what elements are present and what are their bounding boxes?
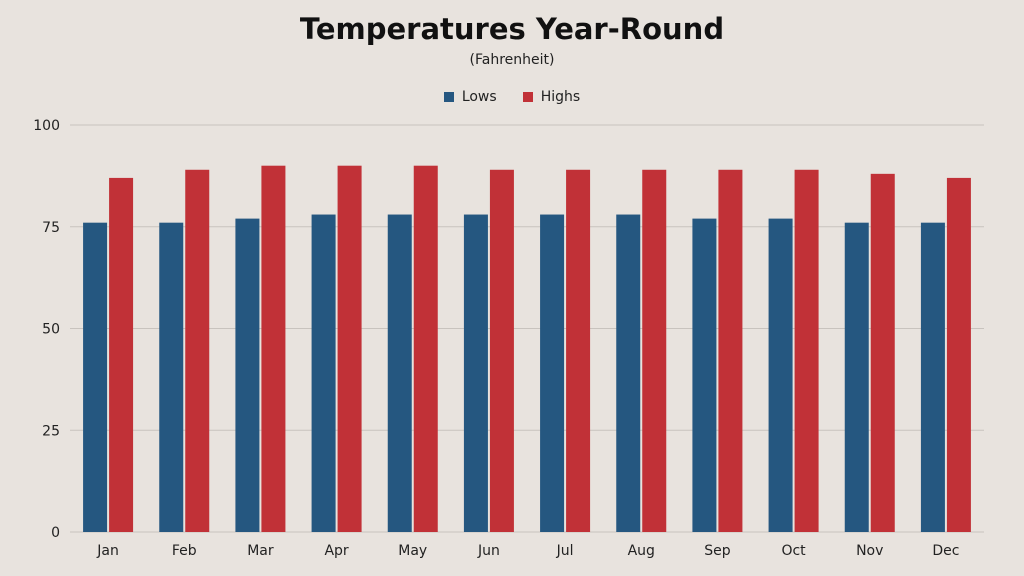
bar-highs-oct bbox=[794, 169, 819, 532]
bar-highs-may bbox=[413, 165, 438, 532]
chart-subtitle: (Fahrenheit) bbox=[469, 52, 555, 68]
x-tick-label-jun: Jun bbox=[477, 543, 500, 559]
x-tick-label-nov: Nov bbox=[856, 543, 883, 559]
bar-highs-jul bbox=[566, 169, 591, 532]
bar-lows-feb bbox=[159, 222, 184, 532]
bar-highs-sep bbox=[718, 169, 743, 532]
bar-highs-mar bbox=[261, 165, 286, 532]
bar-lows-mar bbox=[235, 218, 260, 533]
bar-lows-jul bbox=[540, 214, 565, 533]
x-tick-label-sep: Sep bbox=[704, 543, 731, 559]
y-tick-label-50: 50 bbox=[42, 322, 60, 338]
bar-highs-feb bbox=[185, 169, 210, 532]
bar-lows-aug bbox=[616, 214, 641, 533]
legend-item-highs: Highs bbox=[522, 89, 581, 105]
legend-item-lows: Lows bbox=[443, 89, 497, 105]
bar-lows-sep bbox=[692, 218, 717, 533]
chart-legend: Lows Highs bbox=[0, 89, 1024, 105]
legend-swatch-highs bbox=[522, 92, 533, 102]
bar-lows-jun bbox=[463, 214, 488, 533]
x-tick-label-dec: Dec bbox=[932, 543, 959, 559]
y-tick-label-100: 100 bbox=[33, 118, 60, 134]
bar-lows-may bbox=[387, 214, 412, 533]
bar-lows-nov bbox=[844, 222, 869, 532]
bar-lows-jan bbox=[83, 222, 108, 532]
x-tick-label-jan: Jan bbox=[96, 543, 119, 559]
y-tick-label-0: 0 bbox=[51, 525, 60, 541]
x-tick-label-may: May bbox=[398, 543, 427, 559]
bar-lows-dec bbox=[920, 222, 945, 532]
bar-highs-jun bbox=[489, 169, 514, 532]
bar-highs-dec bbox=[946, 177, 971, 532]
y-tick-label-25: 25 bbox=[42, 423, 60, 439]
chart-title: Temperatures Year-Round bbox=[299, 12, 725, 46]
bar-highs-jan bbox=[109, 177, 134, 532]
x-tick-label-mar: Mar bbox=[247, 543, 274, 559]
bar-lows-oct bbox=[768, 218, 793, 533]
x-tick-label-jul: Jul bbox=[556, 543, 574, 559]
legend-label-highs: Highs bbox=[540, 89, 581, 105]
bar-highs-nov bbox=[870, 173, 895, 532]
x-tick-label-aug: Aug bbox=[628, 543, 655, 559]
bar-lows-apr bbox=[311, 214, 336, 533]
x-tick-label-oct: Oct bbox=[781, 543, 806, 559]
legend-swatch-lows bbox=[443, 92, 454, 102]
x-tick-label-feb: Feb bbox=[172, 543, 197, 559]
bar-highs-apr bbox=[337, 165, 362, 532]
x-tick-label-apr: Apr bbox=[324, 543, 348, 559]
bar-highs-aug bbox=[642, 169, 667, 532]
legend-label-lows: Lows bbox=[461, 89, 497, 105]
y-tick-label-75: 75 bbox=[42, 220, 60, 236]
